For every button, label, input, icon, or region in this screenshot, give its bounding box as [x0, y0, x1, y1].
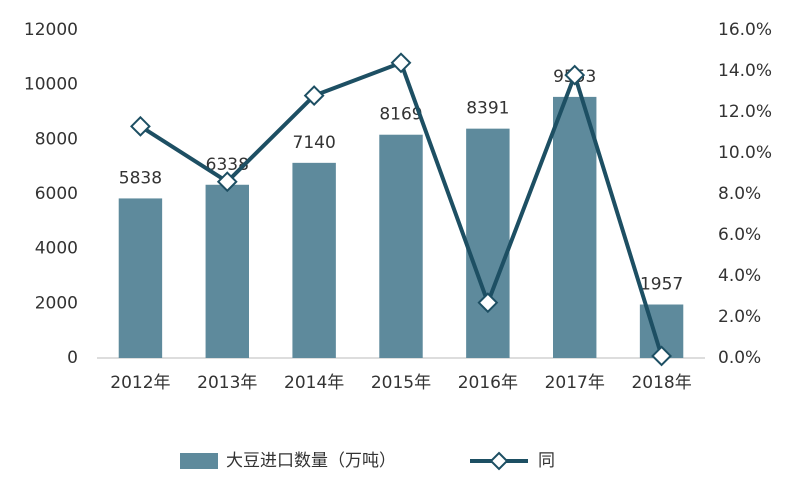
bar — [466, 128, 510, 358]
data-label: 1957 — [640, 275, 683, 295]
y-tick-label: 12000 — [24, 20, 78, 40]
y-tick-label: 2000 — [35, 293, 78, 313]
line-marker — [477, 292, 499, 314]
bar — [205, 184, 249, 358]
x-tick-label: 2015年 — [371, 373, 431, 393]
y2-tick-label: 14.0% — [718, 61, 772, 81]
legend-swatch — [180, 453, 218, 469]
data-label: 8169 — [379, 105, 422, 125]
x-tick-label: 2018年 — [631, 373, 691, 393]
bar — [553, 96, 597, 358]
legend-label: 同 — [538, 451, 555, 471]
line-marker — [216, 171, 238, 193]
data-label: 8391 — [466, 99, 509, 119]
y-tick-label: 4000 — [35, 239, 78, 259]
bar — [118, 198, 163, 358]
y2-tick-label: 8.0% — [718, 184, 761, 204]
y2-tick-label: 10.0% — [718, 143, 772, 163]
line-marker — [130, 115, 151, 137]
legend-marker — [489, 451, 509, 471]
line-marker — [303, 85, 325, 107]
y2-tick-label: 4.0% — [718, 266, 761, 286]
legend-label: 大豆进口数量（万吨） — [226, 451, 396, 471]
y2-tick-label: 6.0% — [718, 225, 761, 245]
x-tick-label: 2016年 — [458, 373, 518, 393]
x-tick-label: 2017年 — [545, 373, 605, 393]
x-tick-label: 2013年 — [197, 373, 257, 393]
y-tick-label: 10000 — [24, 75, 78, 95]
y2-tick-label: 16.0% — [718, 20, 772, 40]
x-tick-label: 2014年 — [284, 373, 344, 393]
y2-tick-label: 0.0% — [718, 348, 761, 368]
line-marker — [390, 52, 412, 74]
line-marker — [651, 345, 672, 367]
data-label: 5838 — [119, 168, 162, 188]
line-marker — [564, 64, 586, 86]
y2-tick-label: 2.0% — [718, 307, 761, 327]
y-tick-label: 6000 — [35, 184, 78, 204]
y-tick-label: 0 — [67, 348, 78, 368]
x-tick-label: 2012年 — [110, 373, 170, 393]
y-tick-label: 8000 — [35, 129, 78, 149]
y2-tick-label: 12.0% — [718, 102, 772, 122]
data-label: 7140 — [293, 133, 336, 153]
bar — [292, 162, 336, 358]
bar — [379, 134, 423, 358]
